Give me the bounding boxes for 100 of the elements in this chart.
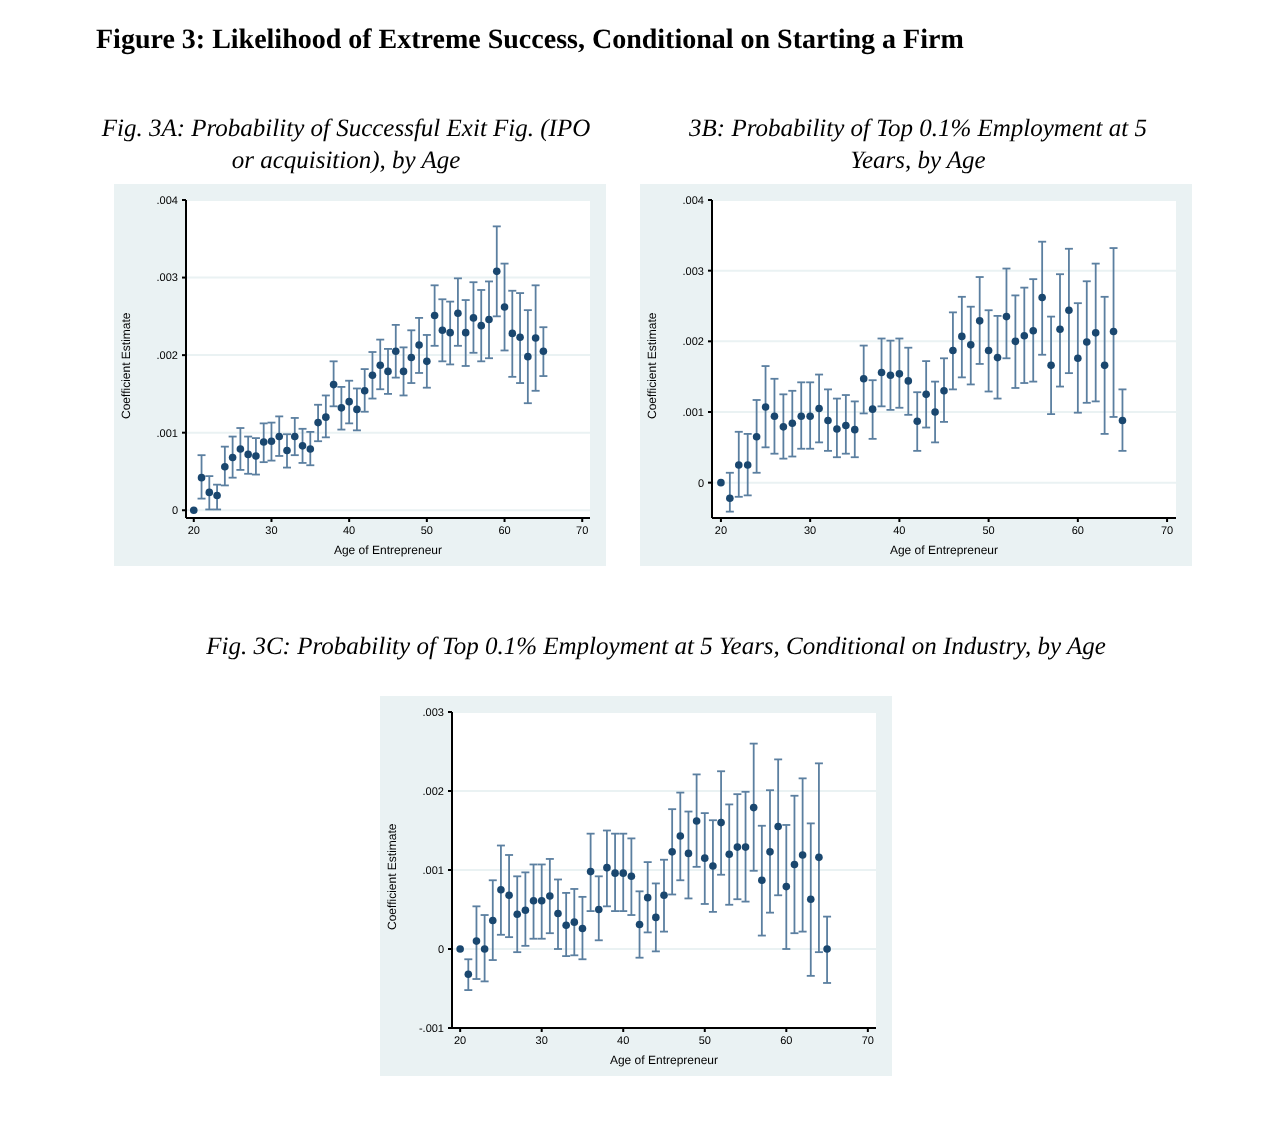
point — [734, 461, 743, 469]
point — [197, 473, 206, 482]
point — [529, 897, 538, 905]
point — [407, 353, 416, 362]
point — [993, 353, 1002, 362]
point — [652, 913, 660, 922]
point — [480, 945, 489, 953]
point — [842, 421, 850, 430]
point — [500, 303, 509, 311]
point — [228, 453, 237, 462]
point — [749, 803, 758, 812]
point — [485, 315, 493, 324]
point — [717, 818, 725, 827]
point — [290, 432, 299, 441]
point — [1011, 337, 1020, 346]
point — [726, 494, 734, 503]
point — [913, 417, 922, 425]
chart-title: Fig. 3C: Probability of Top 0.1% Employment at 5 Years, Conditional on Industry, by Age — [204, 630, 1108, 662]
point — [430, 311, 439, 320]
point — [376, 361, 385, 369]
point — [213, 491, 221, 500]
point — [1002, 312, 1011, 321]
point — [877, 368, 886, 377]
point — [205, 488, 214, 497]
point — [758, 876, 766, 885]
point — [1056, 325, 1064, 334]
point — [824, 416, 832, 425]
point — [886, 371, 895, 380]
point — [850, 425, 859, 434]
point — [554, 909, 562, 918]
point — [743, 461, 752, 469]
point — [513, 910, 522, 919]
point — [570, 918, 579, 926]
point — [384, 367, 392, 376]
point — [329, 380, 338, 389]
point — [594, 905, 603, 914]
point — [337, 404, 346, 412]
point — [779, 423, 788, 431]
point — [423, 357, 431, 366]
caption: Figure 3: Likelihood of Extreme Success, Conditional on Starting a Firm — [96, 26, 964, 58]
point — [497, 885, 505, 894]
point — [797, 412, 806, 421]
point — [1020, 331, 1029, 340]
point — [815, 853, 823, 862]
point — [415, 341, 423, 349]
point — [1074, 354, 1082, 363]
point — [741, 843, 750, 851]
point — [949, 346, 957, 355]
point — [283, 446, 291, 455]
point — [531, 334, 540, 342]
point — [643, 893, 652, 902]
chart-title: Fig. 3A: Probability of Successful Exit Fig. (IPO or acquisition), by Age — [99, 112, 593, 176]
point — [456, 945, 464, 953]
point — [790, 860, 799, 869]
point — [761, 403, 770, 411]
point — [833, 425, 841, 433]
point — [586, 867, 595, 876]
point — [1047, 361, 1055, 370]
point — [895, 370, 904, 378]
point — [700, 854, 709, 862]
point — [537, 897, 546, 905]
point — [660, 891, 668, 900]
point — [454, 309, 462, 318]
point — [766, 848, 774, 856]
point — [314, 418, 322, 427]
point — [823, 945, 831, 953]
point — [798, 851, 807, 859]
point — [733, 843, 742, 851]
point — [345, 397, 353, 406]
point — [1038, 293, 1046, 302]
chart-title: 3B: Probability of Top 0.1% Employment at 5 Years, by Age — [687, 112, 1149, 176]
point — [236, 445, 245, 453]
point — [539, 347, 548, 356]
point — [521, 906, 530, 915]
point — [322, 413, 330, 421]
point — [1029, 326, 1038, 335]
point — [635, 920, 644, 929]
point — [904, 377, 913, 385]
point — [360, 387, 369, 395]
point — [1109, 327, 1118, 336]
point — [508, 329, 517, 338]
point — [464, 970, 473, 979]
point — [958, 332, 966, 341]
point — [627, 872, 636, 881]
point — [353, 405, 361, 414]
point — [298, 442, 307, 450]
point — [477, 321, 486, 330]
point — [815, 404, 823, 413]
point — [267, 437, 276, 446]
point — [770, 412, 779, 421]
point — [868, 405, 877, 413]
point — [684, 849, 693, 858]
point — [1100, 361, 1109, 370]
point — [692, 817, 701, 825]
point — [1091, 329, 1100, 337]
point — [259, 438, 268, 446]
point — [492, 267, 501, 276]
point — [782, 882, 791, 891]
point — [940, 387, 948, 395]
point — [438, 326, 447, 335]
